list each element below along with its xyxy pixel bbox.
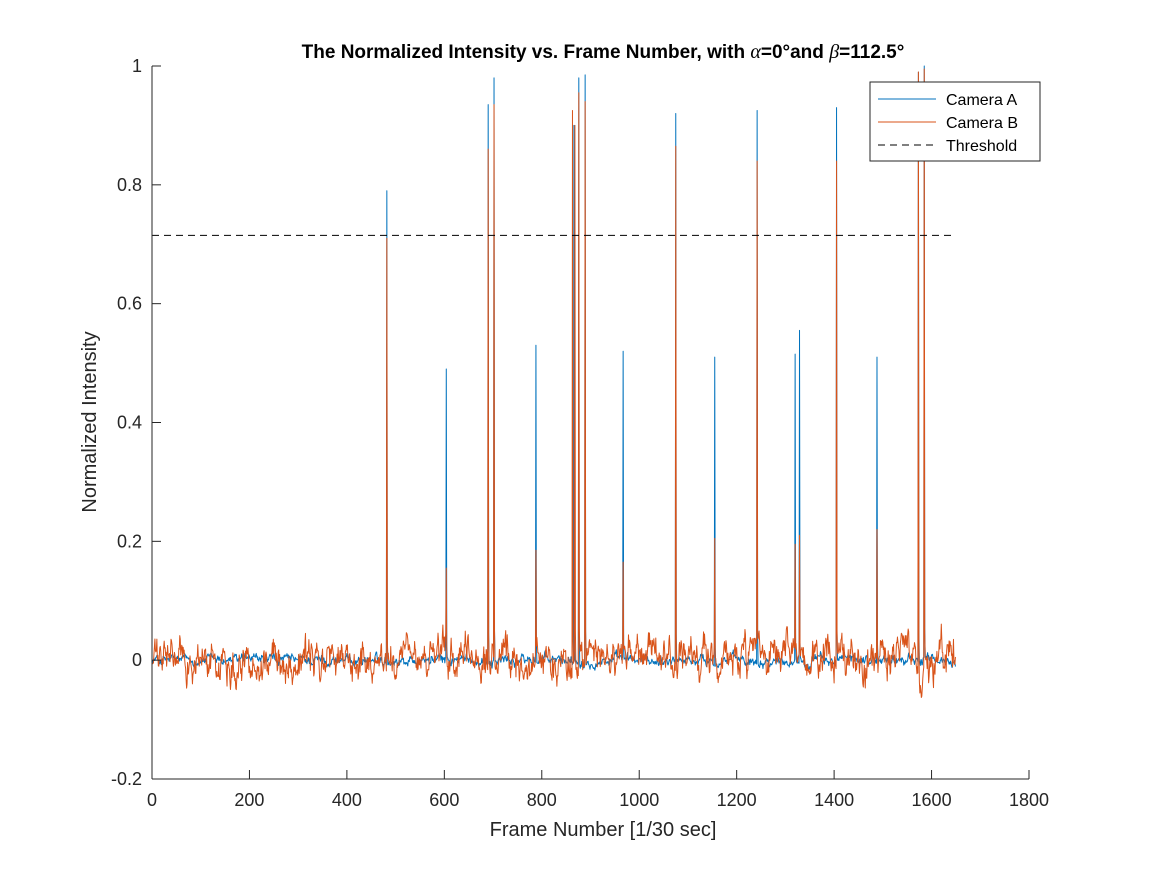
chart-title: The Normalized Intensity vs. Frame Numbe… [302,41,905,63]
title-beta-symbol: β [828,41,839,63]
ticks: 0 200 400 600 800 1000 1200 1400 1600 1800-0.200.… [111,56,1049,810]
y-tick-label: -0.2 [111,769,142,789]
title-alpha-symbol: α [750,41,761,63]
y-axis-label: Normalized Intensity [79,331,101,512]
x-tick-label: 800 [527,790,557,810]
legend-label-camera-a: Camera A [946,92,1017,109]
x-tick-label: 1800 [1009,790,1049,810]
x-tick-label: 400 [332,790,362,810]
series-line-camera-b [152,68,956,698]
y-tick-label: 1 [132,56,142,76]
title-part-2: =0°and [761,42,829,63]
y-tick-label: 0.2 [117,531,142,551]
y-tick-label: 0.8 [117,175,142,195]
y-tick-label: 0.4 [117,413,142,433]
title-part-1: The Normalized Intensity vs. Frame Numbe… [302,42,751,63]
title-part-3: =112.5° [839,42,904,63]
legend-label-threshold: Threshold [946,138,1017,155]
y-tick-label: 0 [132,650,142,670]
x-axis-label: Frame Number [1/30 sec] [490,819,717,841]
y-tick-label: 0.6 [117,294,142,314]
x-tick-label: 1000 [619,790,659,810]
legend: Camera A Camera B Threshold [869,81,1041,162]
plot-lines [152,65,956,698]
x-tick-label: 200 [234,790,264,810]
legend-label-camera-b: Camera B [946,115,1018,132]
x-tick-label: 1200 [717,790,757,810]
x-tick-label: 1400 [814,790,854,810]
x-tick-label: 0 [147,790,157,810]
x-tick-label: 1600 [912,790,952,810]
x-tick-label: 600 [429,790,459,810]
